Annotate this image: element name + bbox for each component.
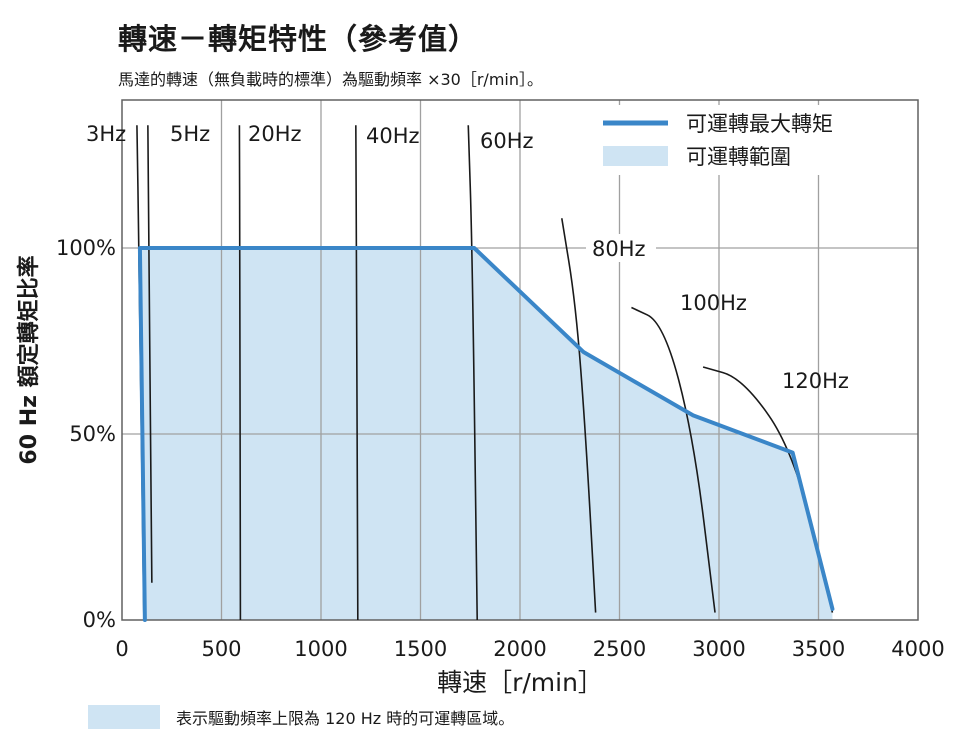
x-axis-title: 轉速［r/min］ xyxy=(437,668,603,697)
legend-area-swatch xyxy=(603,146,668,166)
x-tick-label: 3000 xyxy=(692,637,745,661)
freq-label-80hz: 80Hz xyxy=(592,237,646,261)
grid-layer xyxy=(121,99,919,621)
footnote-text: 表示驅動頻率上限為 120 Hz 時的可運轉區域。 xyxy=(176,709,515,728)
freq-label-120hz: 120Hz xyxy=(782,369,849,393)
x-tick-label: 0 xyxy=(115,637,128,661)
freq-label-60hz: 60Hz xyxy=(480,129,534,153)
plot-border xyxy=(121,99,919,621)
y-tick-label: 0% xyxy=(83,608,116,632)
legend-label-operable-area: 可運轉範圍 xyxy=(686,145,791,169)
freq-label-5hz: 5Hz xyxy=(170,122,210,146)
frequency-curves-layer: 3Hz 5Hz 20Hz 40Hz 60Hz 80Hz 100Hz 120Hz xyxy=(86,122,849,621)
max-torque-line xyxy=(137,246,835,622)
freq-label-20hz: 20Hz xyxy=(248,122,302,146)
x-tick-label: 1000 xyxy=(294,637,347,661)
x-tick-label: 2000 xyxy=(493,637,546,661)
freq-curve-80hz xyxy=(561,218,597,613)
freq-curve-60hz xyxy=(467,125,479,621)
freq-curve-100hz xyxy=(631,306,716,613)
legend-label-max-torque: 可運轉最大轉矩 xyxy=(686,112,833,136)
x-tick-label: 2500 xyxy=(593,637,646,661)
footnote: 表示驅動頻率上限為 120 Hz 時的可運轉區域。 xyxy=(88,705,514,729)
freq-label-3hz: 3Hz xyxy=(86,122,126,146)
y-axis-title: 60 Hz 額定轉矩比率 xyxy=(16,255,42,464)
x-tick-label: 4000 xyxy=(891,637,944,661)
y-tick-label: 50% xyxy=(69,422,116,446)
x-tick-label: 1500 xyxy=(394,637,447,661)
freq-label-40hz: 40Hz xyxy=(366,124,420,148)
y-tick-label: 100% xyxy=(56,236,116,260)
max-torque-layer xyxy=(137,246,835,622)
x-tick-label: 3500 xyxy=(792,637,845,661)
chart-canvas: 3Hz 5Hz 20Hz 40Hz 60Hz 80Hz 100Hz 120Hz 可運轉最大轉矩… xyxy=(16,99,945,697)
freq-curve-40hz xyxy=(355,125,359,621)
chart-title: 轉速－轉矩特性（參考值） xyxy=(118,22,479,56)
freq-label-bg xyxy=(586,234,656,262)
x-tick-label: 500 xyxy=(201,637,241,661)
freq-label-100hz: 100Hz xyxy=(680,291,747,315)
chart-subtitle: 馬達的轉速（無負載時的標準）為驅動頻率 ×30［r/min］。 xyxy=(118,70,543,89)
axis-labels-layer: 0 500 1000 1500 2000 2500 3000 3500 4000 0% 50% 100… xyxy=(16,236,945,697)
footnote-swatch xyxy=(88,705,160,729)
freq-curve-20hz xyxy=(238,125,242,621)
freq-curve-5hz xyxy=(147,125,153,583)
